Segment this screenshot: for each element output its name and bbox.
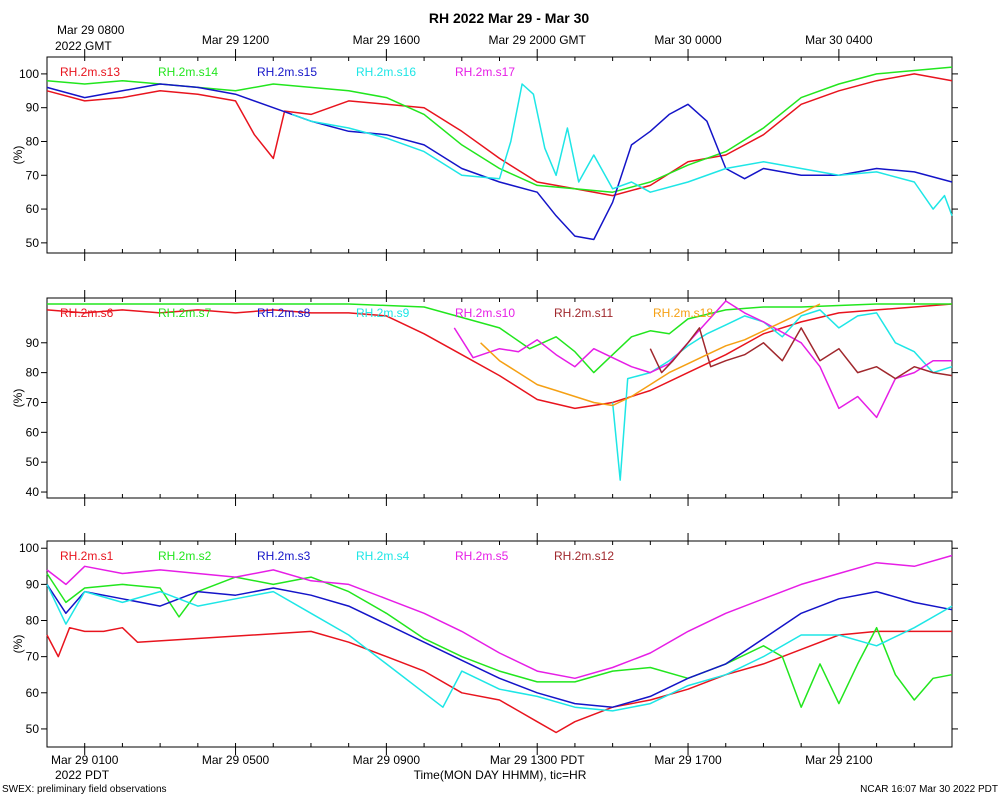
legend-rh-2m-s8: RH.2m.s8 — [257, 306, 311, 320]
panels: 50 60 70 80 90 100 (%) RH.2m.s13 RH.2m.s14 RH.2m.… — [11, 49, 958, 755]
legend-rh-2m-s2: RH.2m.s2 — [158, 549, 212, 563]
panel-1: 50 60 70 80 90 100 (%) RH.2m.s13 RH.2m.s14 RH.2m.… — [11, 49, 958, 261]
legend-rh-2m-s15: RH.2m.s15 — [257, 65, 317, 79]
bottom-tick-label: Mar 29 1300 PDT — [490, 753, 585, 767]
series-line-rh-2m-s2 — [46, 573, 953, 708]
series-line-rh-2m-s1 — [46, 626, 952, 734]
y-tick-label: 70 — [26, 395, 40, 409]
legend-rh-2m-s3: RH.2m.s3 — [257, 549, 311, 563]
y-tick-label: 80 — [26, 614, 40, 628]
top-tz-label: 2022 GMT — [55, 39, 112, 53]
legend-rh-2m-s5: RH.2m.s5 — [455, 549, 509, 563]
y-tick-label: 60 — [26, 425, 40, 439]
y-tick-label: 50 — [26, 722, 40, 736]
legend-rh-2m-s9: RH.2m.s9 — [356, 306, 410, 320]
legend-rh-2m-s12: RH.2m.s12 — [554, 549, 614, 563]
y-tick-label: 70 — [26, 650, 40, 664]
bottom-tick-label: Mar 29 0900 — [353, 753, 421, 767]
series-line-rh-2m-s15 — [46, 83, 953, 241]
bottom-tick-label: Mar 29 2100 — [805, 753, 873, 767]
legend-rh-2m-s18: RH.2m.s18 — [653, 306, 713, 320]
top-tick-label: Mar 30 0000 — [654, 33, 722, 47]
x-axis-title: Time(MON DAY HHMM), tic=HR — [414, 768, 587, 782]
bottom-tick-label: Mar 29 0100 — [51, 753, 119, 767]
y-axis-label: (%) — [11, 389, 25, 408]
legend-rh-2m-s17: RH.2m.s17 — [455, 65, 515, 79]
legend-rh-2m-s1: RH.2m.s1 — [60, 549, 114, 563]
series-line-rh-2m-s3 — [46, 583, 953, 708]
y-tick-label: 100 — [19, 541, 39, 555]
bottom-tick-label: Mar 29 1700 — [654, 753, 722, 767]
legend-rh-2m-s13: RH.2m.s13 — [60, 65, 120, 79]
series-line-rh-2m-s5 — [46, 554, 953, 680]
y-tick-label: 40 — [26, 485, 40, 499]
y-tick-label: 90 — [26, 577, 40, 591]
legend-rh-2m-s16: RH.2m.s16 — [356, 65, 416, 79]
top-tick-label: Mar 29 0800 — [57, 23, 125, 37]
y-tick-label: 60 — [26, 686, 40, 700]
top-tick-label: Mar 29 1600 — [353, 33, 421, 47]
top-tick-label: Mar 29 1200 — [202, 33, 270, 47]
y-axis-label: (%) — [11, 635, 25, 654]
y-tick-label: 50 — [26, 236, 40, 250]
chart-title: RH 2022 Mar 29 - Mar 30 — [429, 10, 590, 26]
top-tick-label: Mar 30 0400 — [805, 33, 873, 47]
y-tick-label: 60 — [26, 202, 40, 216]
panel-3: 50 60 70 80 90 100 (%) RH.2m.s1 RH.2m.s2 RH.2m.s3… — [11, 533, 958, 755]
series-line-rh-2m-s4 — [46, 584, 953, 712]
legend-rh-2m-s7: RH.2m.s7 — [158, 306, 212, 320]
top-tick-label: Mar 29 2000 GMT — [489, 33, 587, 47]
series-line-rh-2m-s6 — [46, 303, 953, 410]
series-line-rh-2m-s18 — [480, 303, 821, 407]
series-line-rh-2m-s7 — [47, 303, 952, 374]
y-tick-label: 80 — [26, 134, 40, 148]
bottom-tick-label: Mar 29 0500 — [202, 753, 270, 767]
series-line-rh-2m-s9 — [611, 309, 953, 481]
legend-rh-2m-s4: RH.2m.s4 — [356, 549, 410, 563]
y-tick-label: 90 — [26, 336, 40, 350]
legend-rh-2m-s11: RH.2m.s11 — [554, 306, 613, 320]
legend-rh-2m-s10: RH.2m.s10 — [455, 306, 515, 320]
footer-left: SWEX: preliminary field observations — [2, 784, 167, 795]
series-line-rh-2m-s16 — [291, 83, 953, 217]
y-tick-label: 50 — [26, 455, 40, 469]
y-tick-label: 100 — [19, 67, 39, 81]
footer-right: NCAR 16:07 Mar 30 2022 PDT — [860, 784, 998, 795]
y-tick-label: 90 — [26, 101, 40, 115]
y-axis-label: (%) — [11, 146, 25, 165]
bottom-tz-label: 2022 PDT — [55, 768, 110, 782]
series-line-rh-2m-s10 — [453, 300, 952, 419]
legend-rh-2m-s14: RH.2m.s14 — [158, 65, 218, 79]
series-line-rh-2m-s13 — [46, 73, 953, 197]
series-line-rh-2m-s11 — [649, 327, 953, 380]
y-tick-label: 80 — [26, 366, 40, 380]
y-tick-label: 70 — [26, 168, 40, 182]
